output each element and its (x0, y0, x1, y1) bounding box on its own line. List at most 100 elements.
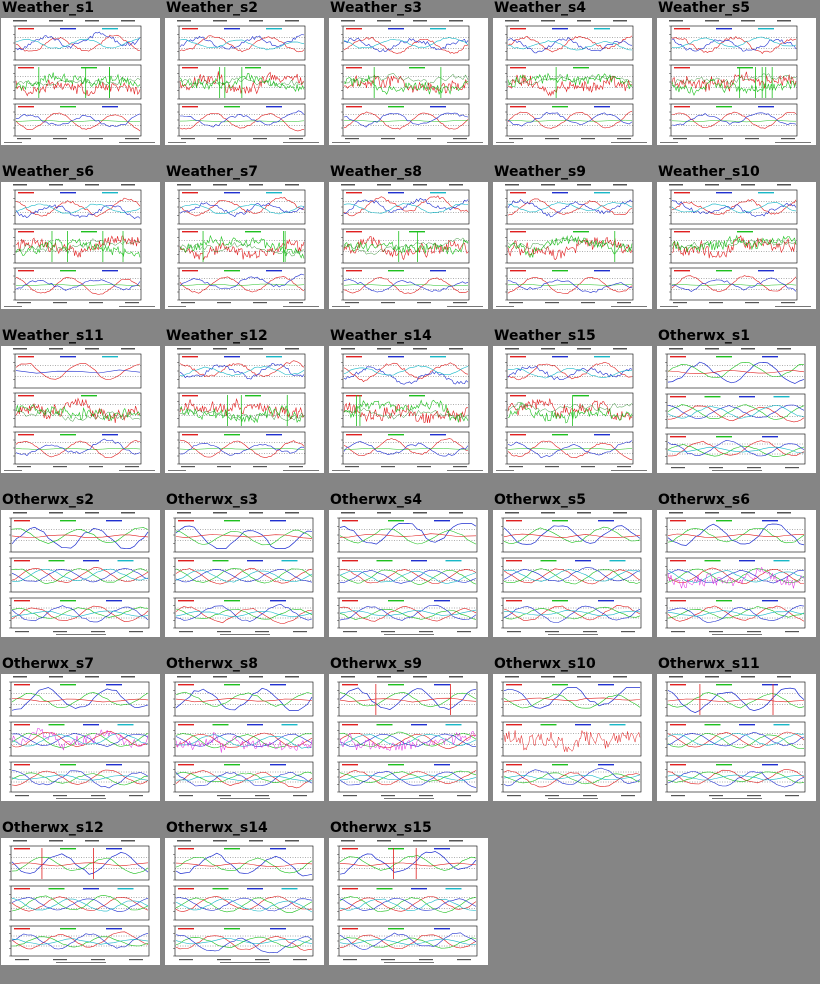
plot-thumbnail[interactable] (1, 838, 160, 965)
plot-thumbnail[interactable] (493, 18, 652, 145)
station-tile: Otherwx_s12 (0, 820, 164, 984)
station-tile: Weather_s10 (656, 164, 820, 328)
station-title: Otherwx_s15 (330, 820, 432, 836)
plot-image (660, 184, 811, 307)
chart-panel-2 (501, 557, 642, 593)
chart-panel-1 (13, 189, 142, 225)
chart-panel-2 (341, 392, 470, 428)
plot-image (332, 20, 483, 143)
chart-panel-3 (9, 761, 150, 793)
station-tile: Weather_s7 (164, 164, 328, 328)
chart-panel-3 (177, 431, 306, 465)
chart-panel-2 (177, 392, 306, 428)
station-tile: Weather_s9 (492, 164, 656, 328)
plot-image (501, 512, 642, 635)
station-tile: Otherwx_s6 (656, 492, 820, 656)
station-title: Weather_s1 (2, 0, 95, 16)
plot-thumbnail[interactable] (1, 182, 160, 309)
station-tile: Weather_s12 (164, 328, 328, 492)
plot-thumbnail[interactable] (493, 510, 652, 637)
chart-panel-2 (505, 64, 634, 100)
chart-panel-1 (337, 681, 478, 717)
chart-panel-3 (669, 267, 798, 301)
station-title: Weather_s4 (494, 0, 587, 16)
plot-thumbnail[interactable] (657, 346, 816, 473)
plot-thumbnail[interactable] (1, 510, 160, 637)
plot-thumbnail[interactable] (329, 346, 488, 473)
chart-panel-2 (9, 721, 150, 757)
chart-panel-1 (669, 189, 798, 225)
plot-thumbnail[interactable] (493, 674, 652, 801)
plot-thumbnail[interactable] (657, 674, 816, 801)
plot-image (9, 512, 150, 635)
station-tile: Weather_s5 (656, 0, 820, 164)
plot-image (496, 348, 647, 471)
chart-panel-3 (9, 925, 150, 957)
chart-panel-3 (173, 761, 314, 793)
plot-thumbnail[interactable] (165, 674, 324, 801)
chart-panel-1 (337, 517, 478, 553)
chart-panel-3 (337, 925, 478, 957)
chart-panel-1 (341, 353, 470, 389)
chart-panel-1 (505, 189, 634, 225)
plot-thumbnail[interactable] (493, 346, 652, 473)
plot-thumbnail[interactable] (493, 182, 652, 309)
plot-image (337, 676, 478, 799)
station-title: Weather_s9 (494, 164, 587, 180)
plot-thumbnail[interactable] (329, 674, 488, 801)
station-title: Otherwx_s5 (494, 492, 586, 508)
chart-panel-2 (337, 557, 478, 593)
plot-thumbnail[interactable] (657, 510, 816, 637)
plot-thumbnail[interactable] (165, 346, 324, 473)
chart-panel-1 (13, 353, 142, 389)
station-tile: Weather_s4 (492, 0, 656, 164)
chart-panel-2 (177, 64, 306, 100)
chart-panel-1 (669, 25, 798, 61)
chart-panel-2 (669, 64, 798, 100)
chart-panel-3 (337, 597, 478, 629)
plot-image (665, 676, 806, 799)
chart-panel-3 (505, 267, 634, 301)
chart-panel-2 (13, 228, 142, 264)
chart-panel-1 (665, 517, 806, 553)
chart-panel-2 (337, 885, 478, 921)
plot-image (168, 20, 319, 143)
chart-panel-1 (173, 517, 314, 553)
plot-thumbnail[interactable] (657, 18, 816, 145)
plot-thumbnail[interactable] (165, 182, 324, 309)
chart-panel-1 (341, 25, 470, 61)
station-tile: Otherwx_s2 (0, 492, 164, 656)
plot-image (496, 184, 647, 307)
station-title: Weather_s12 (166, 328, 268, 344)
plot-image (332, 184, 483, 307)
station-tile: Weather_s6 (0, 164, 164, 328)
plot-image (660, 20, 811, 143)
plot-thumbnail[interactable] (1, 346, 160, 473)
chart-panel-1 (9, 681, 150, 717)
station-tile: Otherwx_s9 (328, 656, 492, 820)
station-tile: Weather_s3 (328, 0, 492, 164)
plot-thumbnail[interactable] (329, 838, 488, 965)
station-title: Otherwx_s10 (494, 656, 596, 672)
plot-thumbnail[interactable] (329, 18, 488, 145)
plot-thumbnail[interactable] (165, 838, 324, 965)
station-title: Otherwx_s6 (658, 492, 750, 508)
station-title: Otherwx_s7 (2, 656, 94, 672)
plot-thumbnail[interactable] (329, 182, 488, 309)
plot-thumbnail[interactable] (1, 18, 160, 145)
plot-thumbnail[interactable] (1, 674, 160, 801)
plot-thumbnail[interactable] (165, 18, 324, 145)
station-title: Weather_s3 (330, 0, 423, 16)
chart-panel-3 (665, 597, 806, 629)
chart-panel-1 (173, 845, 314, 881)
chart-panel-2 (665, 393, 806, 429)
plot-image (337, 840, 478, 963)
plot-thumbnail[interactable] (329, 510, 488, 637)
station-tile: Otherwx_s8 (164, 656, 328, 820)
chart-panel-2 (9, 885, 150, 921)
chart-panel-3 (669, 103, 798, 137)
plot-thumbnail[interactable] (657, 182, 816, 309)
plot-thumbnail[interactable] (165, 510, 324, 637)
station-title: Otherwx_s14 (166, 820, 268, 836)
station-title: Otherwx_s1 (658, 328, 750, 344)
